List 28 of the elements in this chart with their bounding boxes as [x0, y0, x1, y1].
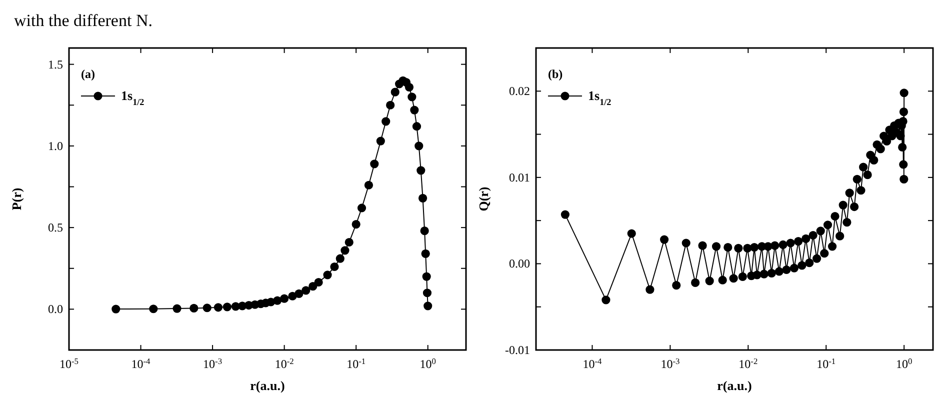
- y-axis-title: Q(r): [476, 186, 491, 212]
- y-tick-label: 0.00: [509, 256, 530, 271]
- text: with the different N.: [14, 11, 152, 30]
- x-axis-title: r(a.u.): [717, 378, 752, 393]
- y-axis-title: P(r): [9, 188, 24, 210]
- y-tick-label: 1.0: [48, 138, 63, 153]
- y-tick-label: 1.5: [48, 57, 63, 72]
- legend-label: 1s$_{1/2}$: [121, 88, 145, 107]
- x-tick-label: 10$^{-3}$: [203, 356, 222, 371]
- x-tick-label: 10$^{-1}$: [816, 356, 836, 371]
- x-tick-label: 10$^{-5}$: [60, 356, 78, 371]
- x-tick-label: 10$^{-2}$: [274, 356, 294, 371]
- x-tick-label: 10$^{-1}$: [346, 356, 366, 371]
- y-tick-label: 0.01: [509, 170, 530, 184]
- x-tick-label: 10$^{0}$: [420, 356, 436, 371]
- annotation: (b): [548, 67, 563, 81]
- x-tick-label: 10$^{-2}$: [738, 356, 758, 371]
- legend-label: 1s$_{1/2}$: [588, 88, 612, 107]
- y-tick-label: 0.5: [48, 220, 63, 235]
- x-tick-label: 10$^{-4}$: [582, 356, 603, 371]
- y-tick-label: 0.0: [48, 302, 63, 316]
- x-axis-title: r(a.u.): [250, 378, 285, 393]
- y-tick-label: 0.02: [509, 84, 530, 98]
- x-tick-label: 10$^{0}$: [896, 356, 912, 371]
- x-tick-label: 10$^{-3}$: [660, 356, 680, 371]
- y-tick-label: -0.01: [505, 343, 530, 357]
- annotation: (a): [81, 67, 95, 81]
- x-tick-label: 10$^{-4}$: [131, 356, 152, 371]
